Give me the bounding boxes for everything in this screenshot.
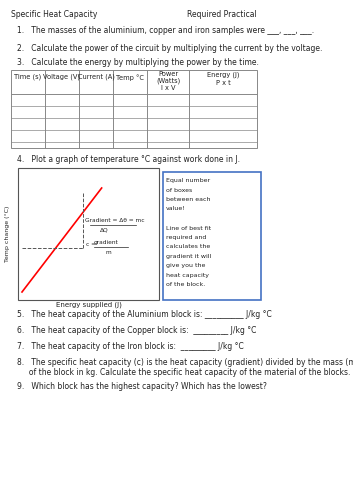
Text: Required Practical: Required Practical xyxy=(187,10,257,19)
Text: Equal number: Equal number xyxy=(166,178,210,183)
Text: Voltage (V): Voltage (V) xyxy=(43,74,80,80)
Text: gradient it will: gradient it will xyxy=(166,254,211,259)
Text: Gradient = Δθ = mc: Gradient = Δθ = mc xyxy=(85,218,144,223)
Text: 5.   The heat capacity of the Aluminium block is: __________ J/kg °C: 5. The heat capacity of the Aluminium bl… xyxy=(17,310,271,319)
Text: P x t: P x t xyxy=(216,80,231,86)
Text: Time (s): Time (s) xyxy=(14,74,41,80)
Text: Power: Power xyxy=(158,71,178,77)
Text: Current (A): Current (A) xyxy=(78,74,114,80)
Text: Energy supplied (J): Energy supplied (J) xyxy=(56,302,122,308)
Text: of the block.: of the block. xyxy=(166,282,205,288)
Text: Line of best fit: Line of best fit xyxy=(166,226,211,230)
Text: 2.   Calculate the power of the circuit by multiplying the current by the voltag: 2. Calculate the power of the circuit by… xyxy=(17,44,322,53)
Text: 4.   Plot a graph of temperature °C against work done in J.: 4. Plot a graph of temperature °C agains… xyxy=(17,155,240,164)
Text: Temp °C: Temp °C xyxy=(116,74,144,80)
Text: m: m xyxy=(106,250,111,255)
Text: (Watts): (Watts) xyxy=(156,78,180,84)
Text: 7.   The heat capacity of the Iron block is:  _________ J/kg °C: 7. The heat capacity of the Iron block i… xyxy=(17,342,244,351)
Text: calculates the: calculates the xyxy=(166,244,210,250)
Text: gradient: gradient xyxy=(94,240,119,245)
Text: Energy (J): Energy (J) xyxy=(207,72,239,78)
Bar xyxy=(163,172,261,300)
Text: ΔQ: ΔQ xyxy=(100,228,109,233)
Text: 3.   Calculate the energy by multiplying the power by the time.: 3. Calculate the energy by multiplying t… xyxy=(17,58,258,67)
Text: required and: required and xyxy=(166,235,207,240)
Text: 9.   Which block has the highest capacity? Which has the lowest?: 9. Which block has the highest capacity?… xyxy=(17,382,267,391)
Text: Specific Heat Capacity: Specific Heat Capacity xyxy=(11,10,97,19)
Text: give you the: give you the xyxy=(166,264,205,268)
Text: of boxes: of boxes xyxy=(166,188,192,192)
Text: value!: value! xyxy=(166,206,186,212)
Text: c =: c = xyxy=(86,242,98,247)
Text: between each: between each xyxy=(166,197,211,202)
Text: I x V: I x V xyxy=(161,85,175,91)
Text: Temp change (°C): Temp change (°C) xyxy=(5,206,10,262)
Bar xyxy=(18,168,159,300)
Text: 1.   The masses of the aluminium, copper and iron samples were ___, ___, ___.: 1. The masses of the aluminium, copper a… xyxy=(17,26,314,35)
Text: 8.   The specific heat capacity (c) is the heat capacity (gradient) divided by t: 8. The specific heat capacity (c) is the… xyxy=(17,358,353,367)
Text: of the block in kg. Calculate the specific heat capacity of the material of the : of the block in kg. Calculate the specif… xyxy=(17,368,350,377)
Text: heat capacity: heat capacity xyxy=(166,273,209,278)
Text: 6.   The heat capacity of the Copper block is:  _________ J/kg °C: 6. The heat capacity of the Copper block… xyxy=(17,326,256,335)
Bar xyxy=(11,70,257,148)
